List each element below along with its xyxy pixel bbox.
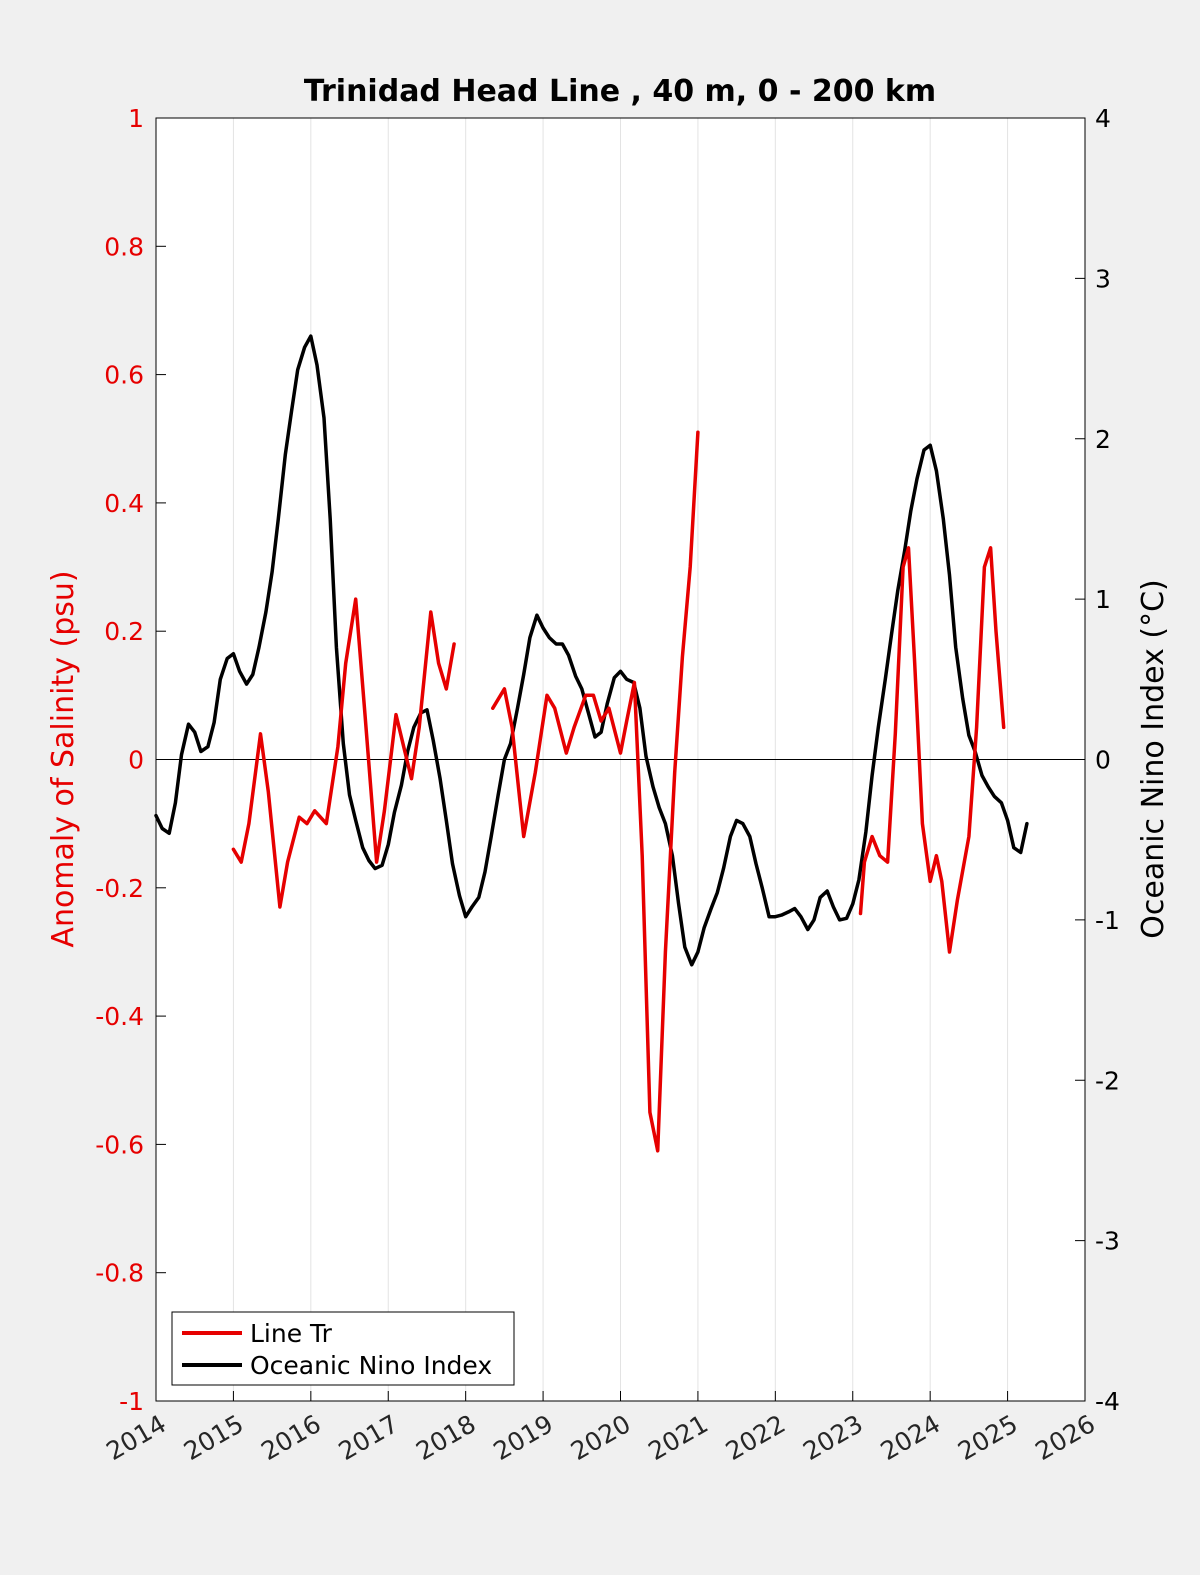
y-left-tick-label: 0.4 bbox=[104, 489, 144, 518]
chart: 2014 2015 2016 2017 2018 2019 2020 2021 2022 2023… bbox=[0, 0, 1200, 1575]
x-tick-label: 2024 bbox=[876, 1409, 946, 1466]
y-right-tick-label: 1 bbox=[1095, 585, 1111, 614]
y-right-tick-label: 2 bbox=[1095, 425, 1111, 454]
x-tick-label: 2017 bbox=[334, 1409, 404, 1466]
y-left-tick-label: -0.4 bbox=[95, 1002, 144, 1031]
y-left-tick-label: -0.2 bbox=[95, 874, 144, 903]
y-left-tick-label: 0.2 bbox=[104, 617, 144, 646]
x-tick-label: 2026 bbox=[1030, 1409, 1100, 1466]
x-tick-label: 2018 bbox=[411, 1409, 481, 1466]
y-right-tick-label: -3 bbox=[1095, 1227, 1120, 1256]
x-tick-label: 2021 bbox=[643, 1409, 713, 1466]
legend-label-line-tr: Line Tr bbox=[250, 1319, 333, 1348]
y-left-tick-label: -1 bbox=[119, 1387, 144, 1416]
x-tick-label: 2016 bbox=[256, 1409, 326, 1466]
x-tick-label: 2022 bbox=[721, 1409, 791, 1466]
legend-label-oni: Oceanic Nino Index bbox=[250, 1351, 492, 1380]
legend: Line Tr Oceanic Nino Index bbox=[172, 1312, 514, 1385]
x-tick-label: 2019 bbox=[488, 1409, 558, 1466]
y-right-tick-label: -2 bbox=[1095, 1066, 1120, 1095]
y-right-tick-label: 4 bbox=[1095, 104, 1111, 133]
y-axis-left-title: Anomaly of Salinity (psu) bbox=[46, 570, 81, 947]
x-tick-label: 2025 bbox=[953, 1409, 1023, 1466]
y-left-tick-label: 0.8 bbox=[104, 232, 144, 261]
y-left-tick-label: -0.6 bbox=[95, 1130, 144, 1159]
y-axis-right-title: Oceanic Nino Index (°C) bbox=[1136, 579, 1171, 939]
y-right-tick-label: 0 bbox=[1095, 746, 1111, 775]
x-tick-label: 2023 bbox=[798, 1409, 868, 1466]
y-left-tick-label: 1 bbox=[128, 104, 144, 133]
y-left-tick-label: 0 bbox=[128, 746, 144, 775]
x-tick-label: 2014 bbox=[101, 1409, 171, 1466]
y-left-tick-label: 0.6 bbox=[104, 361, 144, 390]
chart-title: Trinidad Head Line , 40 m, 0 - 200 km bbox=[304, 74, 936, 109]
y-left-tick-label: -0.8 bbox=[95, 1259, 144, 1288]
y-right-tick-label: -4 bbox=[1095, 1387, 1120, 1416]
y-right-tick-label: -1 bbox=[1095, 906, 1120, 935]
x-axis: 2014 2015 2016 2017 2018 2019 2020 2021 2022 2023… bbox=[101, 1391, 1100, 1466]
x-tick-label: 2015 bbox=[179, 1409, 249, 1466]
x-tick-label: 2020 bbox=[566, 1409, 636, 1466]
y-right-tick-label: 3 bbox=[1095, 264, 1111, 293]
y-axis-left: 1 0.8 0.6 0.4 0.2 0 -0.2 -0.4 -0.6 -0.8 -1 bbox=[95, 104, 166, 1416]
